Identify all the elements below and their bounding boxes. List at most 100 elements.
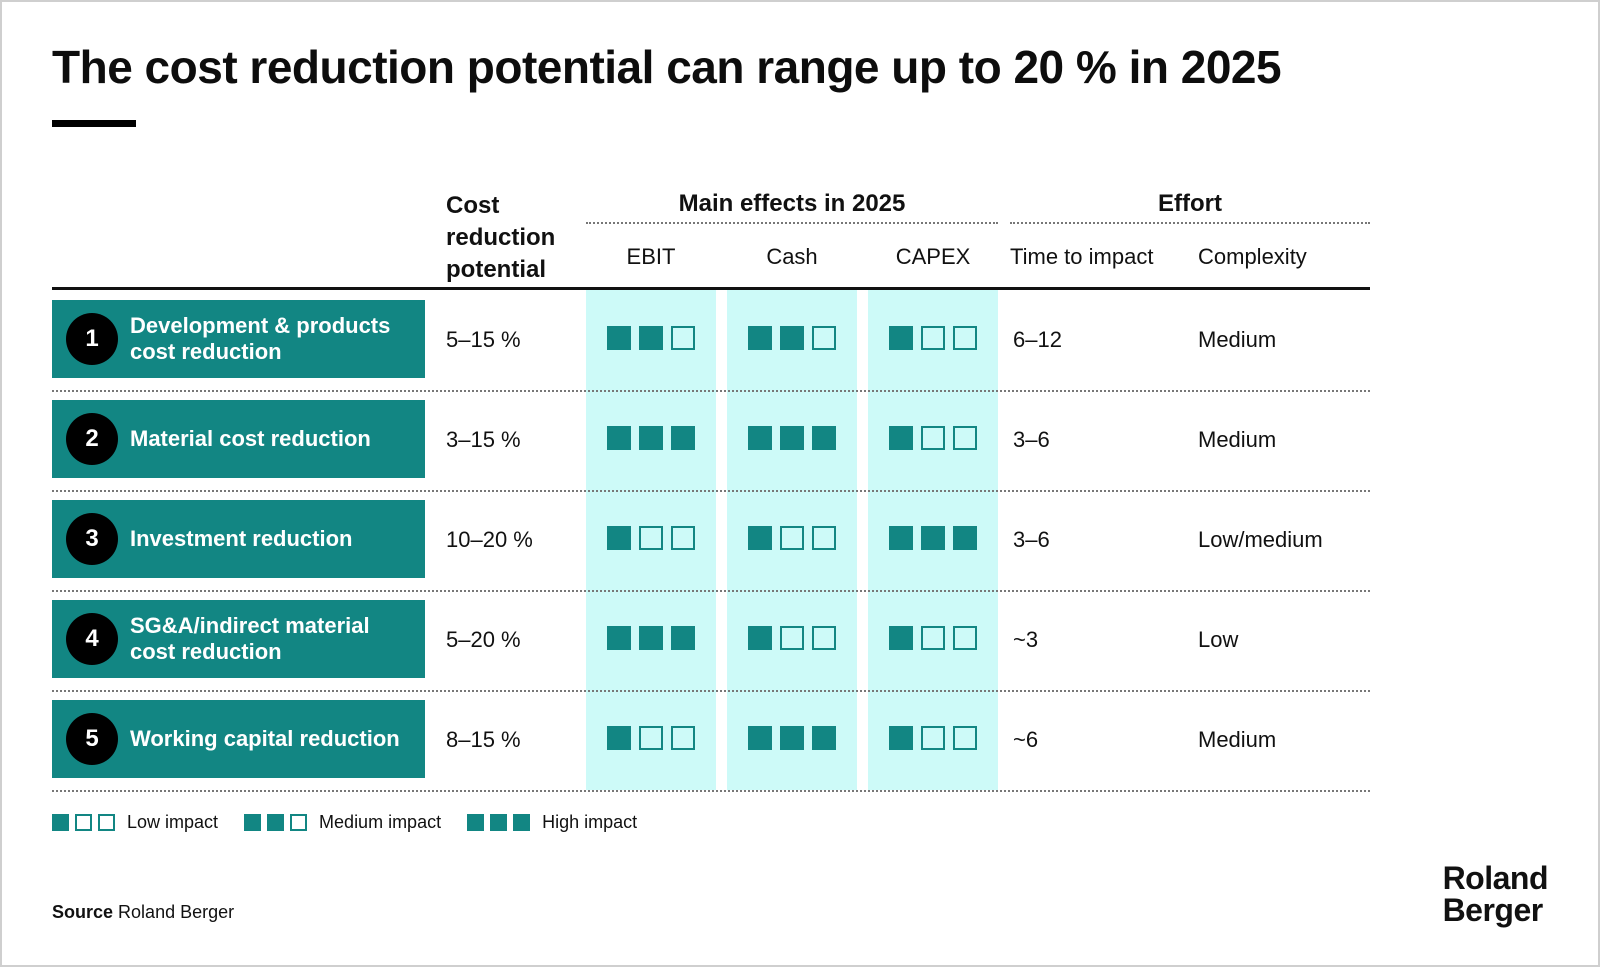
capex-impact-indicator — [889, 726, 977, 750]
row-divider — [52, 390, 1370, 392]
cash-impact-indicator — [748, 426, 836, 450]
filled-impact-square — [921, 526, 945, 550]
filled-impact-square — [607, 526, 631, 550]
filled-impact-square — [953, 526, 977, 550]
cost-reduction-value: 5–20 % — [446, 627, 521, 652]
capex-impact-indicator — [889, 326, 977, 350]
legend-swatch — [52, 814, 115, 831]
capex-impact-indicator — [889, 626, 977, 650]
header-cost-reduction: Cost reduction potential — [446, 192, 556, 283]
source-note: Source Roland Berger — [52, 902, 234, 923]
roland-berger-logo: Roland Berger — [1443, 862, 1549, 926]
lever-number-badge: 2 — [66, 413, 118, 465]
empty-impact-square — [812, 326, 836, 350]
filled-impact-square — [889, 726, 913, 750]
source-label: Source — [52, 902, 114, 922]
main-effects-rule — [586, 222, 998, 224]
ebit-impact-indicator — [607, 626, 695, 650]
title-underline — [52, 120, 136, 127]
filled-impact-square — [780, 326, 804, 350]
filled-impact-square — [889, 526, 913, 550]
ebit-impact-indicator — [607, 426, 695, 450]
cost-reduction-value: 8–15 % — [446, 727, 521, 752]
filled-impact-square — [889, 426, 913, 450]
header-cash: Cash — [766, 244, 818, 269]
filled-impact-square — [748, 626, 772, 650]
filled-impact-square — [607, 326, 631, 350]
lever-label-box: 4 SG&A/indirect material cost reduction — [52, 600, 425, 678]
time-to-impact-value: 3–6 — [1013, 427, 1050, 452]
legend-label: High impact — [542, 812, 638, 832]
table-row: 3 Investment reduction 10–20 % 3–6 Low/mediu… — [52, 490, 1370, 592]
cash-impact-indicator — [748, 326, 836, 350]
legend-swatch — [244, 814, 308, 831]
legend-item: High impact — [467, 812, 637, 833]
lever-label: Investment reduction — [130, 526, 353, 551]
cost-reduction-value: 5–15 % — [446, 327, 521, 352]
page-title: The cost reduction potential can range u… — [52, 41, 1282, 93]
filled-impact-square — [889, 626, 913, 650]
lever-label-box: 3 Investment reduction — [52, 500, 425, 578]
filled-impact-square — [639, 626, 663, 650]
header-capex: CAPEX — [895, 244, 971, 269]
filled-impact-square — [748, 726, 772, 750]
filled-impact-square — [780, 426, 804, 450]
empty-impact-square — [639, 526, 663, 550]
filled-impact-square — [812, 726, 836, 750]
legend-swatch — [467, 814, 531, 831]
empty-impact-square — [921, 326, 945, 350]
cash-impact-indicator — [748, 626, 836, 650]
row-divider — [52, 790, 1370, 792]
legend: Low impact Medium impact High impact — [52, 812, 663, 833]
legend-item: Low impact — [52, 812, 218, 833]
empty-impact-square — [671, 726, 695, 750]
filled-impact-square — [780, 726, 804, 750]
cost-reduction-value: 3–15 % — [446, 427, 521, 452]
legend-square — [490, 814, 508, 831]
row-divider — [52, 690, 1370, 692]
empty-impact-square — [921, 726, 945, 750]
table-row: 2 Material cost reduction 3–15 % 3–6 Medium — [52, 390, 1370, 492]
lever-label: Development & products cost reduction — [130, 313, 391, 364]
legend-square — [467, 814, 485, 831]
legend-square — [513, 814, 531, 831]
lever-label-box: 5 Working capital reduction — [52, 700, 425, 778]
header-complexity: Complexity — [1198, 244, 1307, 269]
complexity-value: Medium — [1198, 727, 1277, 752]
capex-impact-indicator — [889, 426, 977, 450]
table-row: 1 Development & products cost reduction 5–… — [52, 290, 1370, 392]
filled-impact-square — [607, 626, 631, 650]
header-ebit: EBIT — [626, 244, 676, 269]
legend-label: Low impact — [127, 812, 219, 832]
empty-impact-square — [780, 526, 804, 550]
filled-impact-square — [748, 426, 772, 450]
lever-label-box: 1 Development & products cost reduction — [52, 300, 425, 378]
complexity-value: Medium — [1198, 427, 1277, 452]
empty-impact-square — [671, 326, 695, 350]
cash-impact-indicator — [748, 726, 836, 750]
filled-impact-square — [748, 326, 772, 350]
complexity-value: Medium — [1198, 327, 1277, 352]
lever-label: Working capital reduction — [130, 726, 400, 751]
lever-number-badge: 5 — [66, 713, 118, 765]
filled-impact-square — [607, 426, 631, 450]
header-time-to-impact: Time to impact — [1010, 244, 1154, 269]
row-divider — [52, 590, 1370, 592]
lever-label-box: 2 Material cost reduction — [52, 400, 425, 478]
time-to-impact-value: ~3 — [1013, 627, 1039, 652]
empty-impact-square — [639, 726, 663, 750]
lever-number-badge: 3 — [66, 513, 118, 565]
legend-square — [290, 814, 308, 831]
time-to-impact-value: 3–6 — [1013, 527, 1050, 552]
capex-impact-indicator — [889, 526, 977, 550]
ebit-impact-indicator — [607, 526, 695, 550]
time-to-impact-value: 6–12 — [1013, 327, 1062, 352]
empty-impact-square — [671, 526, 695, 550]
empty-impact-square — [812, 526, 836, 550]
filled-impact-square — [671, 426, 695, 450]
legend-square — [52, 814, 69, 831]
header-effort: Effort — [1158, 190, 1222, 217]
filled-impact-square — [748, 526, 772, 550]
table-row: 5 Working capital reduction 8–15 % ~6 Medium — [52, 690, 1370, 792]
